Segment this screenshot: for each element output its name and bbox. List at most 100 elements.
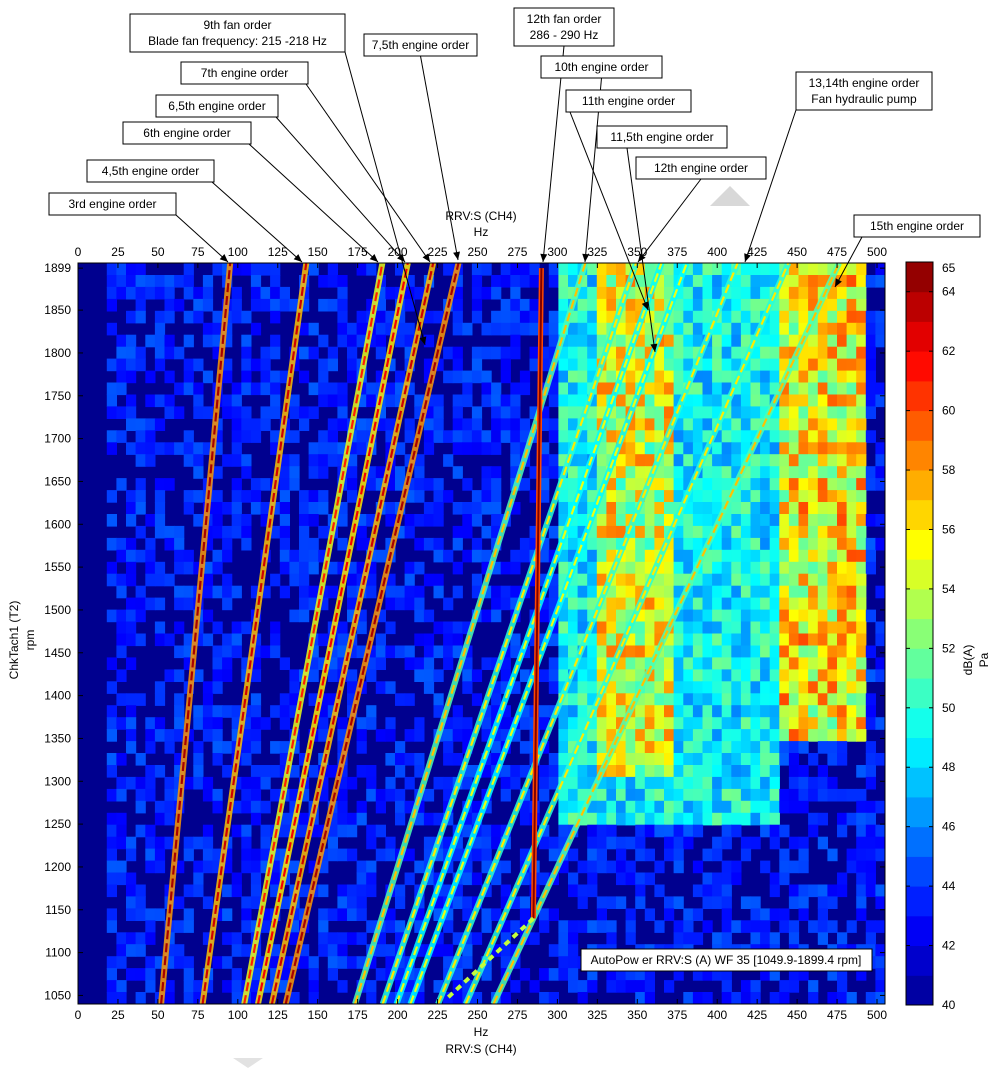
heat-cell xyxy=(721,537,732,551)
heat-cell xyxy=(846,717,857,730)
annotation-callout: 12th engine order xyxy=(635,156,767,263)
heat-cell xyxy=(443,430,454,443)
heat-cell xyxy=(289,992,300,1004)
heat-cell xyxy=(606,920,617,933)
x-bottom-tick-label: 425 xyxy=(747,1008,767,1022)
heat-cell xyxy=(712,525,723,539)
heat-cell xyxy=(318,525,329,539)
heat-cell xyxy=(856,800,867,814)
annotation-leader-line xyxy=(834,236,863,288)
heat-cell xyxy=(760,430,771,443)
heat-cell xyxy=(548,525,559,539)
heat-cell xyxy=(692,298,704,312)
heat-cell xyxy=(644,729,655,742)
heat-cell xyxy=(260,346,271,360)
heat-cell xyxy=(625,561,636,575)
heat-cell xyxy=(126,717,137,730)
heat-cell xyxy=(116,693,127,706)
heat-cell xyxy=(846,848,857,862)
heat-cell xyxy=(452,884,463,898)
heat-cell xyxy=(683,800,694,814)
heat-cell xyxy=(395,896,406,909)
heat-cell xyxy=(750,370,761,384)
heat-cell xyxy=(827,848,838,862)
heat-cell xyxy=(664,490,675,503)
heat-cell xyxy=(452,645,463,659)
heat-cell xyxy=(318,788,329,802)
heat-cell xyxy=(385,729,396,742)
heat-cell xyxy=(250,275,262,288)
heat-cell xyxy=(606,776,617,790)
heat-cell xyxy=(596,824,607,838)
heat-cell xyxy=(616,860,627,874)
heat-cell xyxy=(817,788,828,802)
heat-cell xyxy=(817,884,828,898)
heat-cell xyxy=(558,573,569,587)
heat-cell xyxy=(433,908,444,921)
heat-cell xyxy=(837,346,848,360)
heat-cell xyxy=(231,884,242,898)
heat-cell xyxy=(846,358,857,372)
heat-cell xyxy=(865,478,876,491)
heat-cell xyxy=(433,669,444,682)
heat-cell xyxy=(817,729,828,742)
heat-cell xyxy=(856,406,867,419)
heat-cell xyxy=(769,502,780,515)
heat-cell xyxy=(452,346,463,360)
heat-cell xyxy=(779,824,790,838)
heat-cell xyxy=(740,741,752,754)
heat-cell xyxy=(548,382,559,396)
heat-cell xyxy=(299,549,310,563)
heat-cell xyxy=(721,310,732,324)
heat-cell xyxy=(779,788,790,802)
heat-cell xyxy=(106,956,117,969)
heat-cell xyxy=(250,669,262,682)
heat-cell xyxy=(145,956,156,969)
heat-cell xyxy=(299,514,310,527)
annotation-box xyxy=(48,192,177,216)
heat-cell xyxy=(664,824,675,838)
heat-cell xyxy=(423,358,435,372)
heat-cell xyxy=(106,275,117,288)
heat-cell xyxy=(423,657,435,670)
heat-cell xyxy=(452,561,463,575)
heat-cell xyxy=(837,334,848,348)
heat-cell xyxy=(308,657,319,670)
heat-cell xyxy=(654,609,665,623)
heat-cell xyxy=(212,263,223,276)
heat-cell xyxy=(491,430,502,443)
heat-cell xyxy=(126,776,137,790)
heat-cell xyxy=(587,394,598,408)
heat-cell xyxy=(452,932,463,945)
annotation-box xyxy=(596,125,728,149)
heat-cell xyxy=(587,848,598,862)
heat-cell xyxy=(135,310,146,324)
heat-cell xyxy=(299,502,310,515)
heat-cell xyxy=(817,633,828,647)
heat-cell xyxy=(356,442,367,455)
heat-cell xyxy=(625,454,636,467)
heat-cell xyxy=(808,418,819,431)
heat-cell xyxy=(817,322,828,336)
heat-cell xyxy=(635,406,646,419)
heat-cell xyxy=(856,908,867,921)
heat-cell xyxy=(443,836,454,850)
heat-cell xyxy=(183,968,194,981)
heat-cell xyxy=(289,920,300,933)
heat-cell xyxy=(779,693,790,706)
heat-cell xyxy=(817,896,828,909)
annotation-callout: 7,5th engine order xyxy=(363,33,478,261)
heat-cell xyxy=(865,776,876,790)
heat-cell xyxy=(568,370,579,384)
heat-cell xyxy=(385,502,396,515)
heat-cell xyxy=(654,430,665,443)
heat-cell xyxy=(443,776,454,790)
heat-cell xyxy=(116,812,127,826)
heat-cell xyxy=(193,836,204,850)
heat-cell xyxy=(164,525,175,539)
heat-cell xyxy=(875,334,885,348)
heat-cell xyxy=(616,322,627,336)
heat-cell xyxy=(174,753,185,766)
heat-cell xyxy=(154,597,166,611)
heat-cell xyxy=(856,549,867,563)
